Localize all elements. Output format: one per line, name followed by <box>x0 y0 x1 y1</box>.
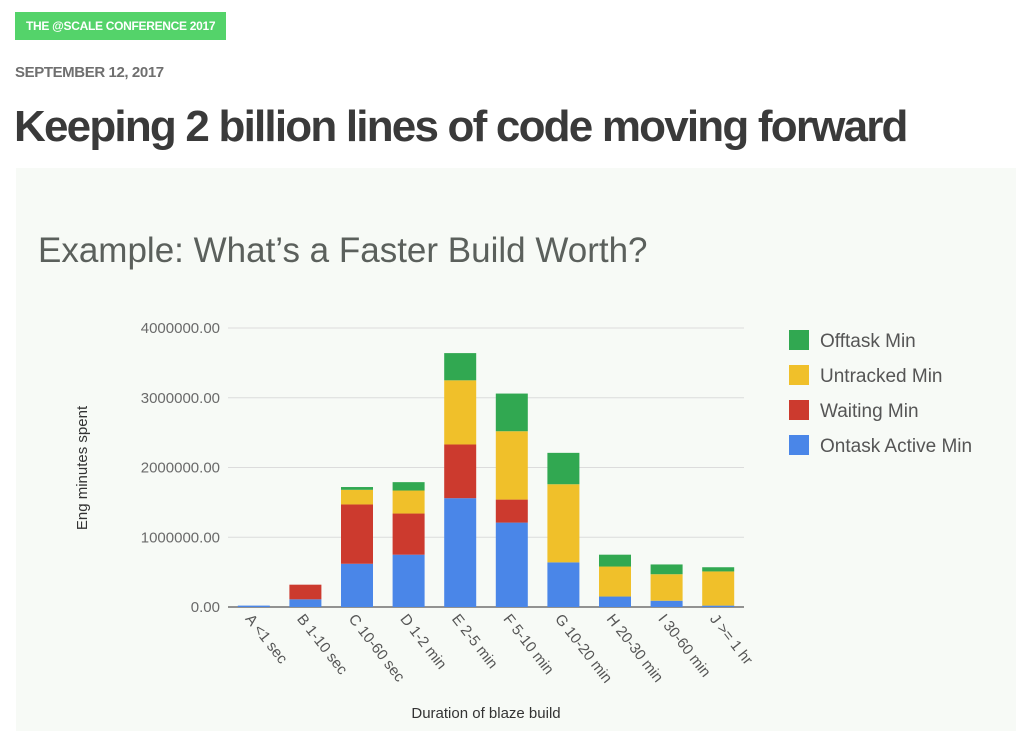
bar-segment <box>237 605 270 607</box>
legend-swatch <box>789 330 809 350</box>
bar-segment <box>495 522 528 607</box>
bar-segment <box>341 504 373 564</box>
legend-label: Waiting Min <box>820 401 919 422</box>
bar-segment <box>547 484 580 563</box>
y-tick-label: 0.00 <box>191 599 220 616</box>
bar-segment <box>341 563 373 607</box>
x-tick-label: A <1 sec <box>242 611 291 668</box>
x-tick-label: E 2-5 min <box>448 611 501 672</box>
bar-segment <box>599 566 631 597</box>
x-tick-label: D 1-2 min <box>396 611 449 673</box>
legend-swatch <box>789 365 809 385</box>
bar-segment <box>341 489 373 505</box>
bar-segment <box>495 393 528 432</box>
x-tick-label: J >= 1 hr <box>706 611 756 668</box>
bar-segment <box>599 554 631 567</box>
x-tick-label: F 5-10 min <box>500 611 558 678</box>
bar-segment <box>650 574 683 601</box>
x-tick-label: B 1-10 sec <box>293 611 351 678</box>
x-axis-label: Duration of blaze build <box>411 705 560 722</box>
page-title: Keeping 2 billion lines of code moving f… <box>14 102 908 151</box>
bar-segment <box>289 584 322 600</box>
bar-segment <box>444 498 477 607</box>
bar-segment <box>444 444 477 499</box>
bar-segment <box>392 554 425 607</box>
bars <box>237 353 735 607</box>
bar-segment <box>702 605 735 607</box>
bar-segment <box>547 562 580 607</box>
y-axis-label: Eng minutes spent <box>74 405 91 530</box>
bar-segment <box>495 431 528 500</box>
y-tick-label: 3000000.00 <box>141 390 220 407</box>
bar-segment <box>650 600 683 607</box>
legend: Offtask Min Untracked Min Waiting Min Ontas… <box>789 330 972 457</box>
legend-label: Untracked Min <box>820 366 943 387</box>
y-tick-label: 1000000.00 <box>141 529 220 546</box>
bar-segment <box>702 567 735 572</box>
y-tick-labels: 0.00 1000000.00 2000000.00 3000000.00 400000… <box>141 320 220 616</box>
bar-segment <box>289 599 322 607</box>
y-tick-label: 4000000.00 <box>141 320 220 337</box>
y-tick-label: 2000000.00 <box>141 460 220 477</box>
bar-segment <box>702 571 735 606</box>
chart-figure: Example: What’s a Faster Build Worth? 0.… <box>16 168 1016 731</box>
bar-segment <box>547 452 580 485</box>
bar-segment <box>392 513 425 555</box>
stacked-bar-chart: Example: What’s a Faster Build Worth? 0.… <box>38 231 972 722</box>
legend-swatch <box>789 400 809 420</box>
bar-segment <box>444 353 477 381</box>
bar-segment <box>444 380 477 445</box>
bar-segment <box>650 564 683 575</box>
legend-label: Ontask Active Min <box>820 436 972 457</box>
bar-segment <box>392 482 425 491</box>
bar-segment <box>599 596 631 607</box>
chart-title: Example: What’s a Faster Build Worth? <box>38 231 648 270</box>
conference-tag[interactable]: THE @SCALE CONFERENCE 2017 <box>15 12 227 40</box>
bar-segment <box>392 490 425 514</box>
bar-segment <box>495 499 528 523</box>
legend-swatch <box>789 435 809 455</box>
publish-date: SEPTEMBER 12, 2017 <box>15 64 164 81</box>
legend-label: Offtask Min <box>820 331 916 352</box>
bar-segment <box>341 487 373 490</box>
